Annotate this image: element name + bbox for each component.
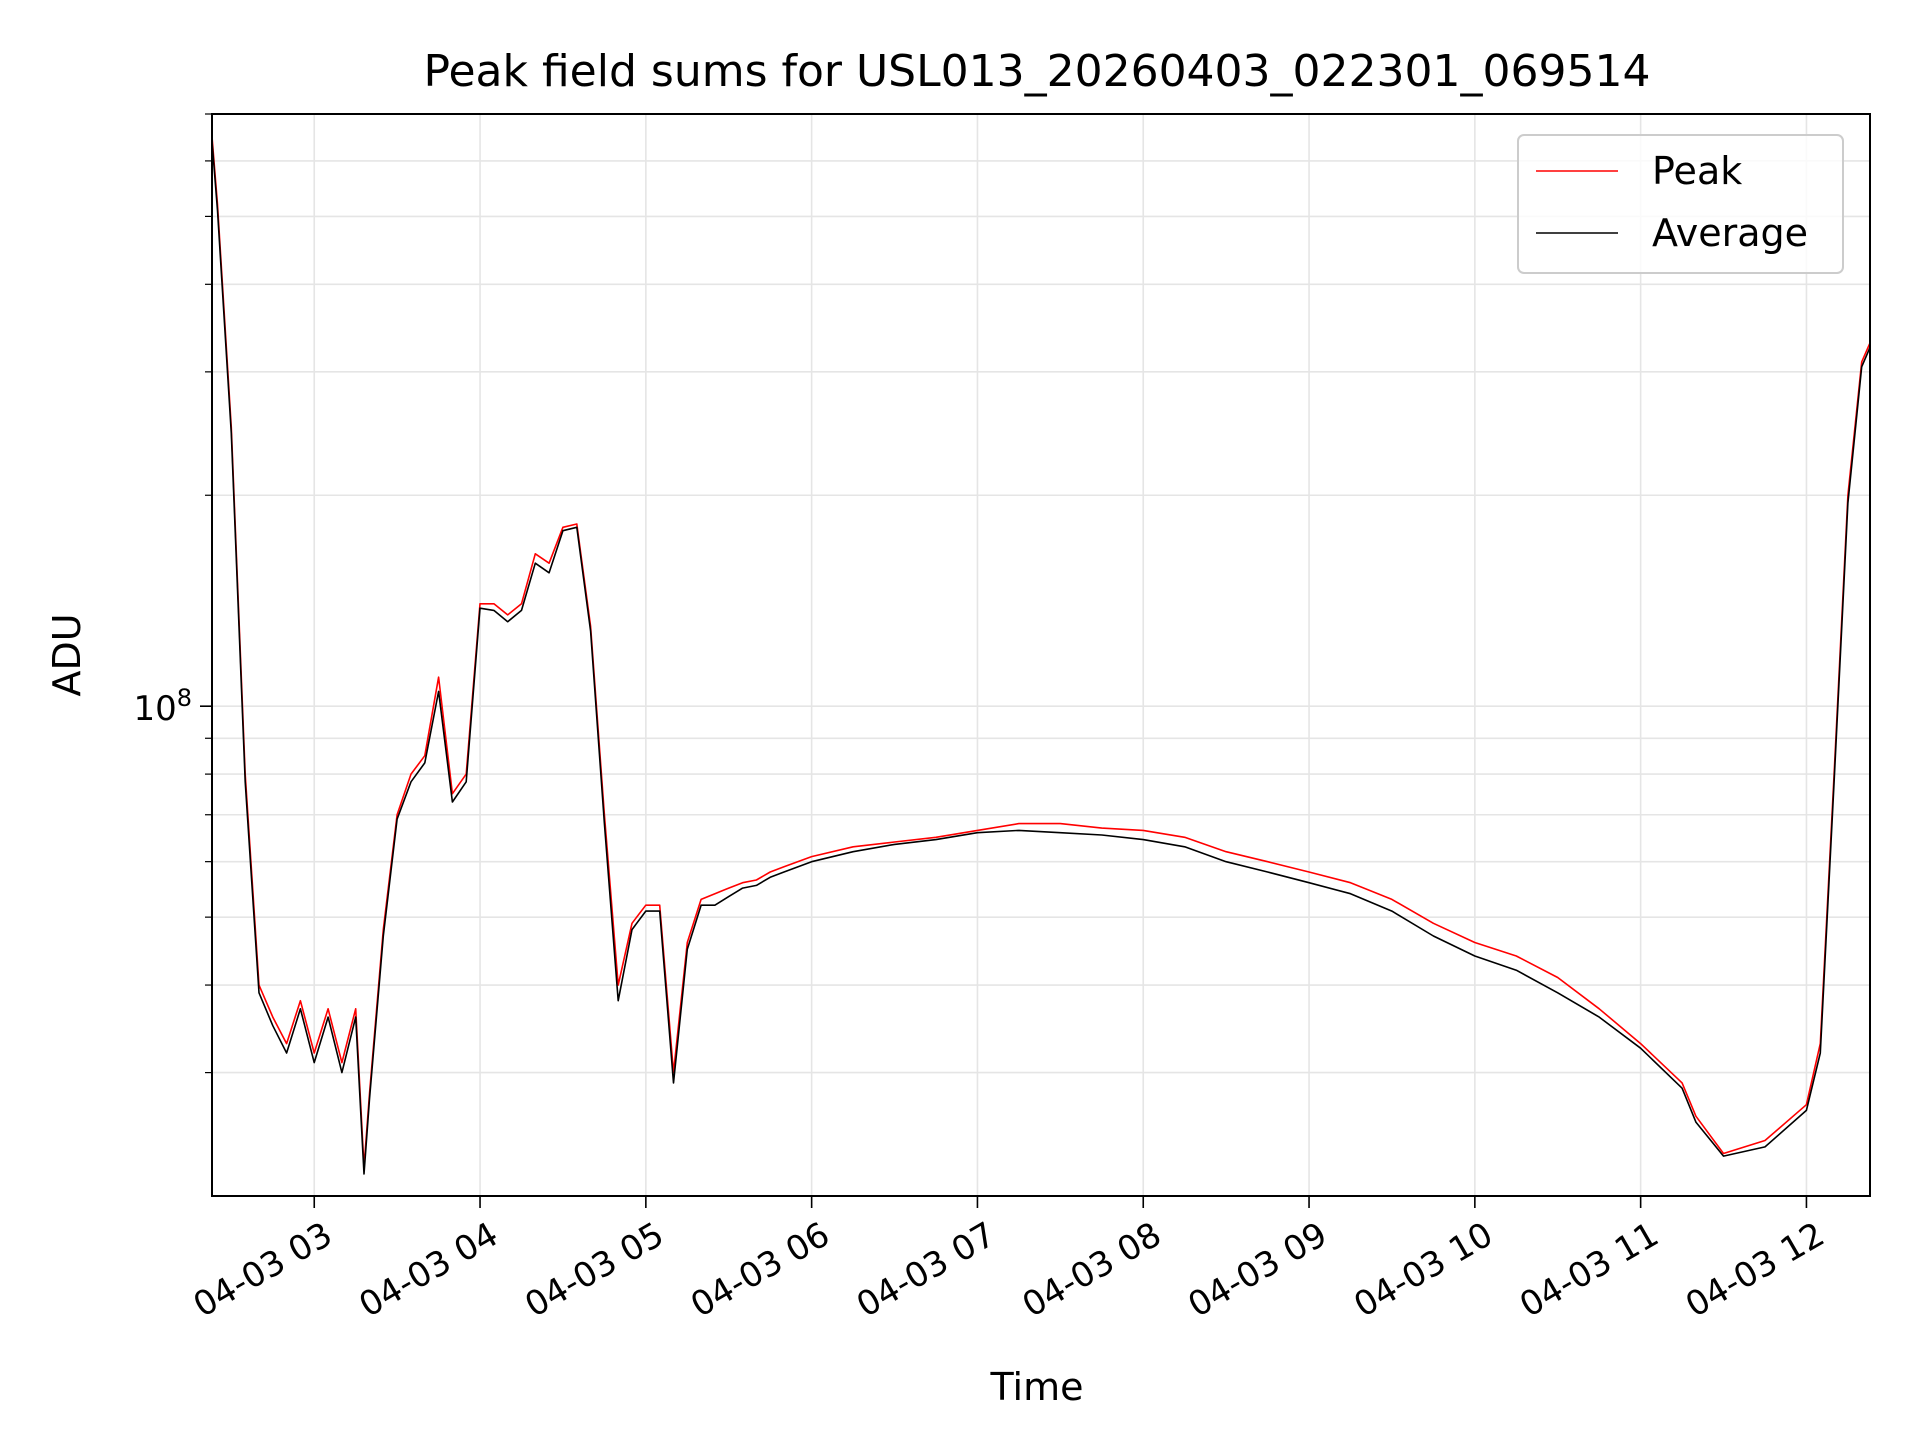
plot-frame: [211, 113, 1871, 1197]
y-axis-label: ADU: [45, 613, 89, 696]
series-line-average: [212, 141, 1870, 1175]
legend-box: [1517, 134, 1844, 274]
legend: Peak Average: [1517, 134, 1844, 274]
chart-title: Peak field sums for USL013_20260403_0223…: [424, 46, 1651, 97]
legend-label-average: Average: [1652, 211, 1808, 255]
y-axis: 108: [133, 113, 212, 1074]
series-layer: [212, 136, 1870, 1175]
legend-label-peak: Peak: [1652, 149, 1742, 193]
grid: [212, 113, 1870, 1196]
y-tick-label: 108: [133, 684, 192, 729]
x-axis-label: Time: [990, 1365, 1084, 1409]
